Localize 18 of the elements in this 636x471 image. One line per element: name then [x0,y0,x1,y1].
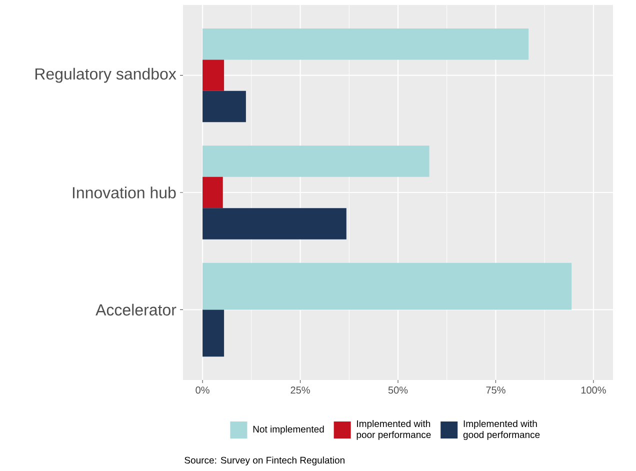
bar [202,28,529,60]
legend-label: Implemented with poor performance [356,420,431,440]
x-tick-label: 25% [290,386,310,394]
bar [202,208,346,240]
x-tick-label: 50% [388,386,408,394]
bar [202,60,224,91]
x-tick-label: 75% [486,386,506,394]
bar [202,90,246,122]
source-note: Source: Survey on Fintech Regulation [184,456,344,466]
x-tick-label: 0% [196,386,210,394]
legend-label: Implemented with good performance [463,420,540,440]
legend-label: Not implemented [253,426,324,434]
y-tick-label: Innovation hub [72,186,176,198]
bar [202,176,223,208]
x-tick-label: 100% [581,386,606,394]
bar [202,146,430,177]
y-tick-label: Regulatory sandbox [35,68,176,83]
y-tick-label: Accelerator [96,304,176,316]
